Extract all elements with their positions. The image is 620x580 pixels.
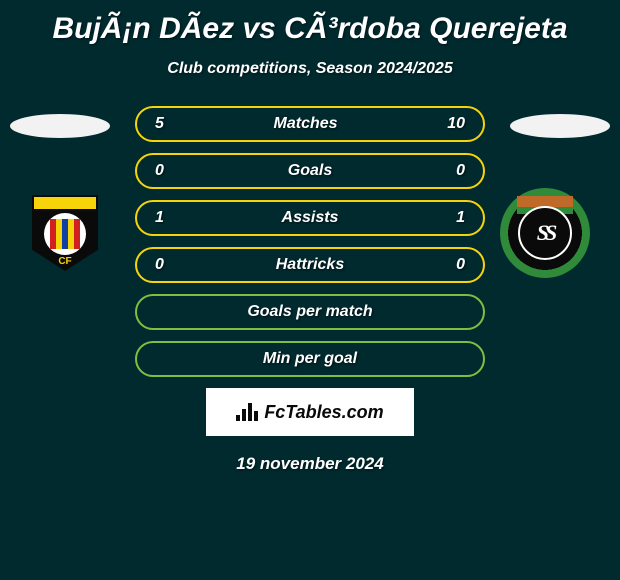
badge-left-stripes: [50, 219, 80, 249]
badge-left-bottom-text: CF: [58, 256, 71, 267]
stat-right-value: 10: [447, 115, 465, 133]
date-text: 19 november 2024: [0, 454, 620, 474]
stat-row-min-per-goal: Min per goal: [135, 341, 485, 377]
subtitle: Club competitions, Season 2024/2025: [0, 60, 620, 78]
team-badge-right: SS: [500, 188, 600, 288]
brand-box[interactable]: FcTables.com: [206, 388, 414, 436]
left-oval-decor: [10, 114, 110, 138]
bar-chart-icon: [236, 403, 258, 421]
page-title: BujÃ¡n DÃ­ez vs CÃ³rdoba Querejeta: [0, 0, 620, 46]
comparison-panel: CF SS 5 Matches 10 0 Goals 0 1 Assists 1: [0, 106, 620, 474]
team-badge-left: CF: [20, 188, 120, 288]
stat-right-value: 0: [456, 256, 465, 274]
stat-row-matches: 5 Matches 10: [135, 106, 485, 142]
stat-row-assists: 1 Assists 1: [135, 200, 485, 236]
stat-label: Matches: [164, 115, 447, 133]
stat-left-value: 5: [155, 115, 164, 133]
team-badge-right-circle: SS: [500, 188, 590, 278]
stat-label: Min per goal: [155, 350, 465, 368]
stat-label: Goals: [164, 162, 456, 180]
stat-left-value: 1: [155, 209, 164, 227]
stat-row-goals: 0 Goals 0: [135, 153, 485, 189]
shield-icon: CF: [32, 195, 98, 271]
team-badge-left-circle: CF: [20, 188, 110, 278]
stat-label: Goals per match: [155, 303, 465, 321]
stat-label: Hattricks: [164, 256, 456, 274]
stats-column: 5 Matches 10 0 Goals 0 1 Assists 1 0 Hat…: [135, 106, 485, 377]
stat-label: Assists: [164, 209, 456, 227]
stat-row-goals-per-match: Goals per match: [135, 294, 485, 330]
badge-right-monogram: SS: [537, 220, 553, 246]
right-oval-decor: [510, 114, 610, 138]
badge-left-roundel: [44, 213, 86, 255]
brand-text: FcTables.com: [264, 402, 383, 423]
stat-right-value: 1: [456, 209, 465, 227]
stat-right-value: 0: [456, 162, 465, 180]
stat-left-value: 0: [155, 256, 164, 274]
badge-right-roundel: SS: [518, 206, 572, 260]
stat-left-value: 0: [155, 162, 164, 180]
stat-row-hattricks: 0 Hattricks 0: [135, 247, 485, 283]
